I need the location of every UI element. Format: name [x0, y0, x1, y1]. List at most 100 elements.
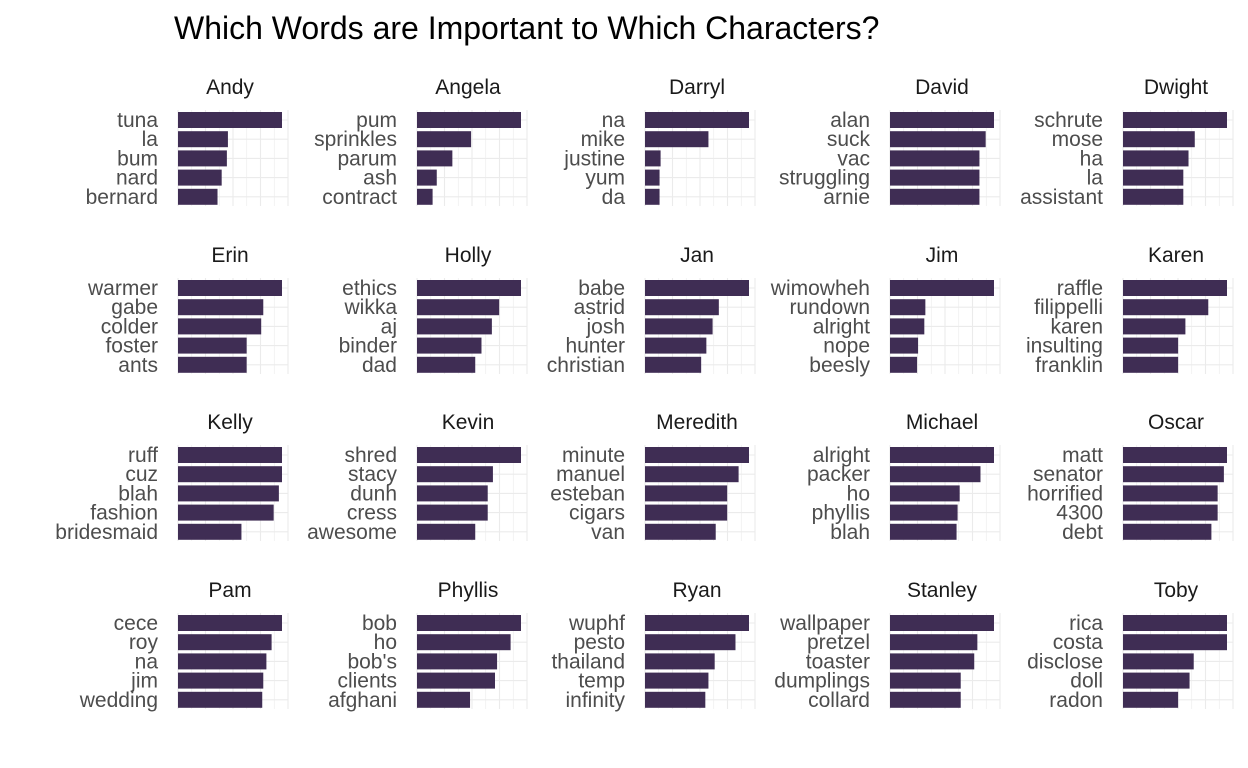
tick-label: 4300 — [1056, 502, 1103, 525]
bar-andy-la — [178, 131, 228, 148]
tick-label: radon — [1049, 689, 1103, 712]
bar-jim-nope — [890, 337, 919, 354]
tick-label: colder — [101, 315, 158, 338]
facet-panel-karen: Karen rafflefilippellikareninsultingfrank… — [1026, 244, 1234, 377]
tick-label: clients — [337, 670, 397, 693]
bar-jan-christian — [645, 356, 702, 373]
tick-label: josh — [585, 315, 625, 338]
bar-angela-parum — [417, 150, 453, 167]
bar-oscar-horrified — [1123, 485, 1218, 502]
tick-label: mose — [1052, 128, 1103, 151]
tick-label: wedding — [79, 689, 158, 712]
bar-meredith-minute — [645, 447, 749, 463]
bar-michael-blah — [890, 523, 957, 540]
chart-title: Which Words are Important to Which Chara… — [174, 10, 880, 46]
tick-label: minute — [562, 444, 625, 467]
tick-label: rica — [1069, 612, 1103, 635]
bar-stanley-collard — [890, 691, 961, 708]
bar-jan-hunter — [645, 337, 707, 354]
bar-kevin-stacy — [417, 466, 493, 483]
tick-label: la — [1087, 167, 1104, 190]
bar-karen-insulting — [1123, 337, 1179, 354]
bar-andy-tuna — [178, 112, 282, 128]
bar-toby-doll — [1123, 672, 1190, 689]
tick-label: wuphf — [568, 612, 625, 635]
tick-label: wimowheh — [770, 277, 870, 300]
tick-label: toaster — [806, 650, 870, 673]
bar-kelly-bridesmaid — [178, 523, 242, 540]
tick-label: ho — [374, 631, 397, 654]
tick-label: bernard — [86, 186, 158, 209]
bar-darryl-na — [645, 112, 749, 128]
tick-label: senator — [1033, 463, 1103, 486]
tick-label: manuel — [556, 463, 625, 486]
bar-kevin-shred — [417, 447, 521, 463]
tick-label: bum — [117, 147, 158, 170]
tick-label: parum — [337, 147, 397, 170]
bar-jan-babe — [645, 280, 749, 296]
bar-phyllis-bob-s — [417, 653, 498, 670]
tick-label: gabe — [111, 296, 158, 319]
tick-label: pum — [356, 109, 397, 132]
bar-angela-contract — [417, 188, 433, 205]
bar-kevin-cress — [417, 504, 488, 521]
bar-jim-alright — [890, 318, 925, 335]
facet-strip-label: Oscar — [1148, 411, 1204, 434]
facet-panel-stanley: Stanley wallpaperpretzeltoasterdumplingsc… — [774, 579, 1001, 712]
tick-label: sprinkles — [314, 128, 397, 151]
tick-label: na — [602, 109, 626, 132]
bar-darryl-da — [645, 188, 660, 205]
tick-label: nope — [823, 335, 870, 358]
bar-dwight-assistant — [1123, 188, 1184, 205]
tick-label: suck — [827, 128, 871, 151]
bar-angela-ash — [417, 169, 437, 186]
bar-kevin-awesome — [417, 523, 476, 540]
bar-phyllis-bob — [417, 615, 521, 631]
bar-david-struggling — [890, 169, 980, 186]
bar-michael-ho — [890, 485, 960, 502]
tick-label: afghani — [328, 689, 397, 712]
bar-darryl-justine — [645, 150, 661, 167]
tick-label: wikka — [343, 296, 397, 319]
facet-strip-label: Stanley — [907, 579, 978, 602]
bar-pam-cece — [178, 615, 282, 631]
bar-meredith-esteban — [645, 485, 728, 502]
bar-stanley-toaster — [890, 653, 975, 670]
facet-strip-label: Erin — [211, 244, 248, 267]
bar-david-arnie — [890, 188, 980, 205]
tick-label: cress — [347, 502, 397, 525]
tick-label: ruff — [128, 444, 158, 467]
tick-label: debt — [1062, 521, 1103, 544]
facet-strip-label: Pam — [208, 579, 251, 602]
bar-kelly-cuz — [178, 466, 282, 483]
tick-label: dad — [362, 354, 397, 377]
bar-david-suck — [890, 131, 986, 148]
bar-kelly-ruff — [178, 447, 282, 463]
bar-andy-bernard — [178, 188, 218, 205]
bar-dwight-schrute — [1123, 112, 1227, 128]
bar-angela-pum — [417, 112, 521, 128]
bar-kevin-dunh — [417, 485, 488, 502]
facet-strip-label: Karen — [1148, 244, 1204, 267]
tick-label: franklin — [1035, 354, 1103, 377]
bar-pam-wedding — [178, 691, 263, 708]
facet-strip-label: Jan — [680, 244, 714, 267]
tick-label: dumplings — [774, 670, 870, 693]
tick-label: rundown — [789, 296, 870, 319]
tick-label: vac — [837, 147, 870, 170]
tick-label: arnie — [823, 186, 870, 209]
bar-pam-na — [178, 653, 267, 670]
tick-label: bob — [362, 612, 397, 635]
tick-label: christian — [547, 354, 625, 377]
tick-label: ash — [363, 167, 397, 190]
